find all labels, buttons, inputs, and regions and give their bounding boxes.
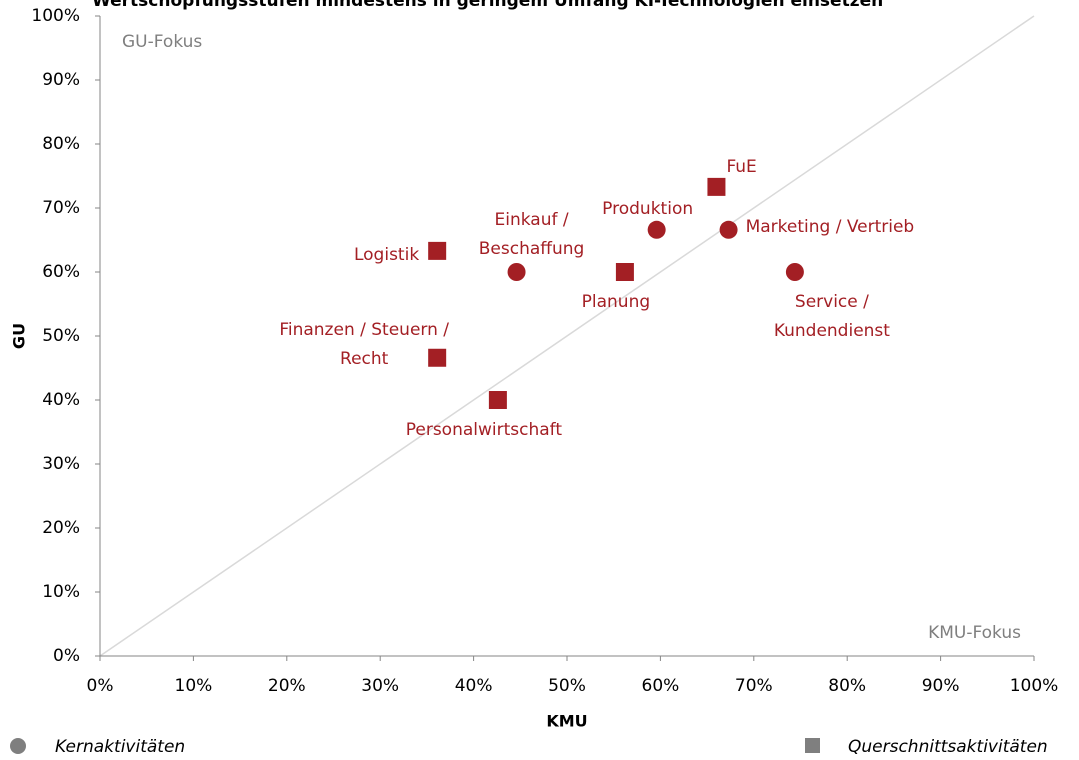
chart-title: Wertschöpfungsstufen mindestens in gerin… (92, 0, 883, 11)
point-label: FuE (726, 157, 756, 177)
x-tick-label: 70% (735, 676, 773, 696)
y-axis-title: GU (10, 323, 29, 349)
point (647, 220, 666, 239)
point-label: Produktion (602, 199, 693, 219)
point-label: Beschaffung (479, 239, 585, 259)
point-label: Kundendienst (774, 321, 890, 341)
x-tick-label: 90% (922, 676, 960, 696)
y-tick-label: 20% (42, 518, 80, 538)
point-label: Einkauf / (495, 210, 569, 230)
y-tick-label: 0% (53, 646, 80, 666)
y-tick-label: 70% (42, 198, 80, 218)
point-label: Planung (582, 292, 651, 312)
point (507, 263, 526, 281)
y-tick-label: 40% (42, 390, 80, 410)
point-label: Finanzen / Steuern / (279, 320, 449, 340)
point (707, 177, 726, 196)
point-label: Recht (340, 349, 389, 369)
y-tick-label: 10% (42, 582, 80, 602)
point-label: Personalwirtschaft (406, 420, 563, 440)
x-tick-label: 20% (268, 676, 306, 696)
point-label: Marketing / Vertrieb (746, 217, 915, 237)
annotation: GU-Fokus (122, 32, 202, 52)
x-tick-label: 100% (1010, 676, 1059, 696)
point (488, 391, 507, 409)
x-tick-label: 10% (175, 676, 213, 696)
point-label: Logistik (354, 245, 419, 265)
x-tick-label: 40% (455, 676, 493, 696)
point (615, 263, 634, 281)
y-tick-label: 80% (42, 134, 80, 154)
annotation: KMU-Fokus (928, 623, 1021, 643)
x-tick-label: 30% (361, 676, 399, 696)
point (785, 263, 804, 281)
point (428, 241, 447, 260)
x-tick-label: 60% (642, 676, 680, 696)
diagonal (99, 15, 1035, 657)
y-tick-label: 30% (42, 454, 80, 474)
legend-label: Querschnittsaktivitäten (848, 737, 1048, 757)
point-label: Service / (795, 292, 869, 312)
legend-marker (805, 738, 820, 753)
x-tick-label: 0% (87, 676, 114, 696)
legend-marker (10, 738, 26, 754)
legend-label: Kernaktivitäten (55, 737, 185, 757)
point (719, 220, 738, 239)
point (428, 348, 447, 367)
x-tick-label: 80% (828, 676, 866, 696)
x-tick-label: 50% (548, 676, 586, 696)
y-tick-label: 60% (42, 262, 80, 282)
y-tick-label: 90% (42, 70, 80, 90)
x-axis-title: KMU (546, 712, 587, 731)
y-tick-label: 50% (42, 326, 80, 346)
y-tick-label: 100% (31, 6, 80, 26)
